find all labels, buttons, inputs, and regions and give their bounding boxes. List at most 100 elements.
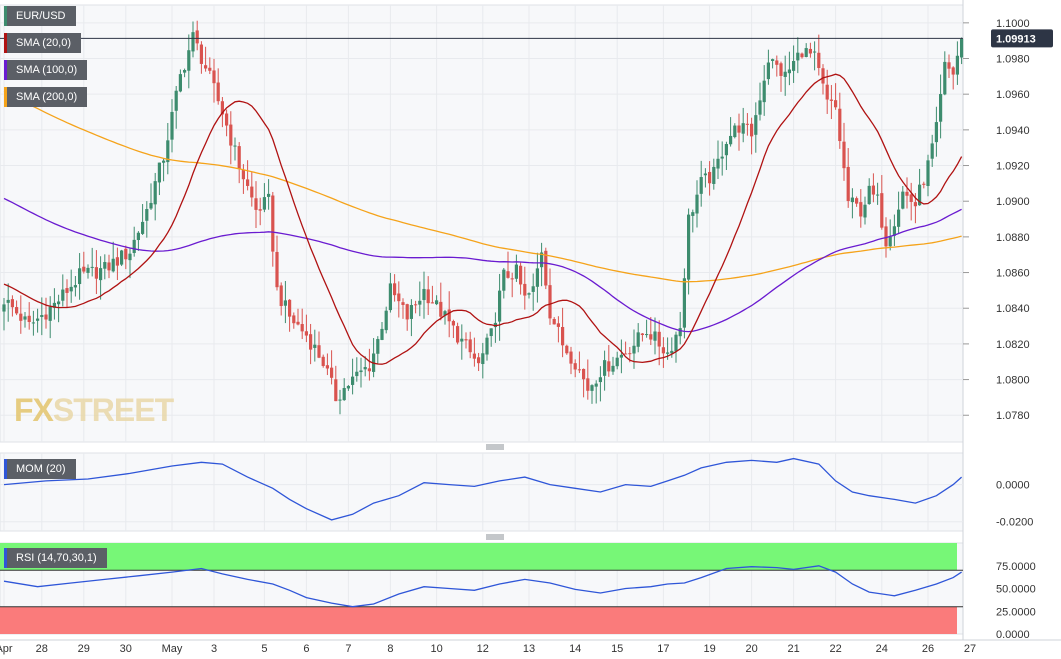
bear-candle — [628, 353, 632, 355]
date-tick-label: Apr — [0, 643, 13, 655]
bear-candle — [456, 326, 460, 343]
bull-candle — [86, 267, 90, 273]
bear-candle — [657, 331, 661, 347]
bull-candle — [31, 322, 35, 324]
bull-candle — [598, 377, 602, 383]
legend-mom[interactable]: MOM (20) — [4, 459, 76, 479]
bear-candle — [577, 369, 581, 371]
bull-candle — [792, 61, 796, 71]
legend-sma100[interactable]: SMA (100,0) — [4, 60, 88, 80]
date-tick-label: 10 — [430, 643, 442, 655]
legend-symbol[interactable]: EUR/USD — [4, 6, 76, 26]
bear-candle — [397, 293, 401, 302]
bull-candle — [342, 387, 346, 401]
bear-candle — [565, 345, 569, 354]
bear-candle — [430, 302, 434, 304]
date-tick-label: 12 — [477, 643, 489, 655]
legend-rsi[interactable]: RSI (14,70,30,1) — [4, 548, 107, 568]
bull-candle — [863, 204, 867, 218]
bull-candle — [141, 221, 145, 234]
bull-candle — [645, 334, 649, 336]
bull-candle — [57, 301, 61, 305]
bear-candle — [250, 186, 254, 198]
bear-candle — [15, 307, 19, 314]
bear-candle — [208, 67, 212, 71]
bear-candle — [871, 185, 875, 195]
price-tick-label: 1.1000 — [996, 18, 1030, 30]
bull-candle — [590, 385, 594, 391]
bull-candle — [636, 332, 640, 347]
bull-candle — [283, 300, 287, 306]
bull-candle — [762, 80, 766, 103]
bear-candle — [300, 324, 304, 332]
bull-candle — [699, 177, 703, 194]
bear-candle — [195, 30, 199, 44]
bear-candle — [737, 125, 741, 133]
bear-candle — [750, 123, 754, 137]
bull-candle — [926, 160, 930, 186]
bull-candle — [99, 268, 103, 281]
last-price-tag-label: 1.09913 — [996, 33, 1036, 45]
bear-candle — [834, 100, 838, 108]
bull-candle — [615, 357, 619, 367]
legend-sma200-label: SMA (200,0) — [16, 91, 78, 103]
bull-candle — [787, 69, 791, 74]
legend-sma20-swatch — [4, 33, 7, 53]
date-tick-label: 21 — [787, 643, 799, 655]
bull-candle — [955, 55, 959, 75]
bull-candle — [435, 300, 439, 305]
price-panel-background — [0, 4, 964, 443]
momentum-tick-label: -0.0200 — [996, 517, 1033, 529]
legend-sma100-swatch — [4, 60, 7, 80]
bull-candle — [493, 322, 497, 328]
bull-candle — [187, 50, 191, 71]
bull-candle — [359, 370, 363, 373]
price-tick-label: 1.0860 — [996, 268, 1030, 280]
rsi-oversold-zone — [0, 606, 957, 634]
legend-sma20[interactable]: SMA (20,0) — [4, 33, 82, 53]
bull-candle — [531, 286, 535, 292]
legend-sma20-label: SMA (20,0) — [16, 37, 72, 49]
bull-candle — [594, 383, 598, 387]
bull-candle — [384, 310, 388, 331]
bull-candle — [183, 70, 187, 73]
price-tick-label: 1.0780 — [996, 410, 1030, 422]
date-tick-label: 19 — [703, 643, 715, 655]
bull-candle — [918, 184, 922, 206]
price-tick-label: 1.0900 — [996, 196, 1030, 208]
bull-candle — [960, 38, 964, 58]
date-tick-label: 5 — [261, 643, 267, 655]
bear-candle — [292, 315, 296, 324]
sma200-line — [3, 90, 962, 283]
bear-candle — [523, 283, 527, 296]
bear-candle — [472, 353, 476, 359]
bear-candle — [414, 304, 418, 306]
last-price-tag — [991, 29, 1053, 48]
price-tick-label: 1.0920 — [996, 161, 1030, 173]
bear-candle — [909, 194, 913, 202]
bull-candle — [674, 334, 678, 352]
bear-candle — [573, 363, 577, 370]
bull-candle — [796, 52, 800, 61]
bull-candle — [48, 306, 52, 321]
bear-candle — [548, 285, 552, 319]
bull-candle — [103, 262, 107, 269]
bull-candle — [69, 286, 73, 292]
date-tick-label: 22 — [829, 643, 841, 655]
legend-sma200[interactable]: SMA (200,0) — [4, 87, 88, 107]
price-tick-label: 1.0820 — [996, 339, 1030, 351]
bear-candle — [905, 191, 909, 196]
bull-candle — [691, 212, 695, 216]
bull-candle — [6, 299, 10, 303]
bear-candle — [246, 179, 250, 186]
momentum-panel-background — [0, 452, 964, 532]
bull-candle — [481, 353, 485, 365]
bull-candle — [162, 160, 166, 163]
bull-candle — [901, 191, 905, 209]
legend-sma200-swatch — [4, 87, 7, 107]
bull-candle — [262, 197, 266, 210]
bull-candle — [191, 32, 195, 52]
bear-candle — [922, 183, 926, 185]
bull-candle — [716, 158, 720, 169]
